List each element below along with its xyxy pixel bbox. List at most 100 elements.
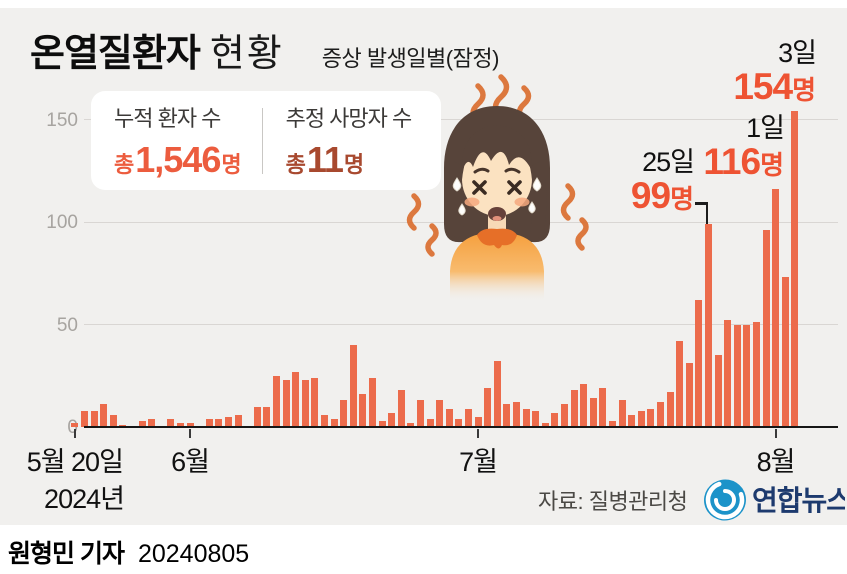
bar-day-49 xyxy=(541,422,549,427)
bar-day-22 xyxy=(282,379,290,427)
bar-day-36 xyxy=(416,400,424,427)
tongue xyxy=(492,216,502,221)
bar-day-34 xyxy=(397,390,405,427)
deaths-unit: 명 xyxy=(343,151,365,177)
y-tick-label-150: 150 xyxy=(46,109,78,131)
bar-day-42 xyxy=(474,416,482,427)
heat-wave-icons xyxy=(406,74,589,257)
bar-day-74 xyxy=(781,277,789,427)
annotation-aug1-unit: 명 xyxy=(760,149,784,180)
x-tick-label-0: 5월 20일 xyxy=(26,447,124,477)
eyebrows xyxy=(473,167,521,174)
bar-day-50 xyxy=(551,412,559,427)
bar-day-25 xyxy=(311,377,319,427)
bar-day-45 xyxy=(503,404,511,427)
reporter-credit: 원형민 기자 xyxy=(8,540,125,568)
deaths-value: 총 11 명 xyxy=(286,139,412,181)
page-subtitle: 증상 발생일별(잠정) xyxy=(321,46,500,71)
page-title-suffix: 현황 xyxy=(209,33,284,75)
bar-day-39 xyxy=(445,408,453,427)
hair-strand-right xyxy=(530,160,547,238)
sweat-drop-icons xyxy=(452,177,542,216)
patients-prefix: 총 xyxy=(114,151,135,177)
bar-day-66 xyxy=(704,224,712,427)
bar-day-62 xyxy=(666,392,674,427)
annotation-jul25-value: 99 xyxy=(630,174,671,216)
bar-day-46 xyxy=(512,402,520,427)
bar-day-47 xyxy=(522,408,530,427)
annotation-aug1-value: 116 xyxy=(703,140,761,182)
bar-day-44 xyxy=(493,361,501,427)
bar-day-75 xyxy=(791,111,799,427)
bar-day-4 xyxy=(109,414,117,427)
bar-day-69 xyxy=(733,324,741,427)
bar-day-51 xyxy=(560,404,568,427)
page-title: 온열질환자 xyxy=(30,33,201,75)
bar-day-31 xyxy=(368,377,376,427)
footer-bar: 원형민 기자 20240805 xyxy=(0,525,847,574)
bar-day-57 xyxy=(618,400,626,427)
annotation-aug3: 3일 154명 xyxy=(733,38,817,107)
blush-right xyxy=(514,197,530,207)
bar-day-60 xyxy=(647,408,655,427)
bar-day-16 xyxy=(224,416,232,427)
yonhap-globe-icon xyxy=(704,479,746,521)
bar-day-63 xyxy=(676,340,684,427)
annotation-jul25-date: 25일 xyxy=(642,147,695,177)
face xyxy=(462,142,532,216)
bar-series xyxy=(71,111,799,427)
y-tick-label-50: 50 xyxy=(56,314,78,336)
x-tick-12 xyxy=(189,429,191,438)
gridline-y150 xyxy=(84,119,838,120)
x-tick-label-73: 8월 xyxy=(756,447,796,477)
bar-day-68 xyxy=(724,320,732,427)
x-tick-label-12: 6월 xyxy=(171,447,210,477)
yonhap-logo: 연합뉴스 xyxy=(704,479,845,521)
bar-day-71 xyxy=(752,322,760,427)
annotation-aug3-date: 3일 xyxy=(778,38,817,68)
bar-day-19 xyxy=(253,406,261,427)
bar-day-70 xyxy=(743,324,751,427)
hair-bangs xyxy=(461,125,533,171)
deaths-number: 11 xyxy=(306,138,344,180)
bar-day-30 xyxy=(359,394,367,427)
shirt-collar xyxy=(477,228,517,249)
summary-divider xyxy=(261,107,263,174)
bar-day-11 xyxy=(176,422,184,427)
bar-day-24 xyxy=(301,379,309,427)
x-axis-year-label: 2024년 xyxy=(44,484,125,514)
credit-date: 20240805 xyxy=(137,540,250,568)
patients-value: 총 1,546 명 xyxy=(114,139,242,181)
patients-label: 누적 환자 수 xyxy=(114,105,221,131)
bar-day-41 xyxy=(464,408,472,427)
bar-day-23 xyxy=(292,371,300,427)
bar-day-38 xyxy=(436,400,444,427)
x-axis-baseline xyxy=(84,425,838,428)
x-eyes xyxy=(472,180,522,195)
y-tick-label-0: 0 xyxy=(67,417,78,438)
bar-day-3 xyxy=(100,404,108,427)
bar-day-55 xyxy=(599,388,607,427)
bar-day-15 xyxy=(215,418,223,427)
x-tick-label-42: 7월 xyxy=(459,447,498,477)
bar-day-54 xyxy=(589,398,597,427)
hair-strand-left xyxy=(447,160,464,238)
yonhap-swirl-inner-icon xyxy=(714,489,736,511)
bar-day-64 xyxy=(685,363,693,427)
bar-day-59 xyxy=(637,410,645,427)
bar-day-73 xyxy=(772,189,780,427)
annotation-aug1: 1일 116명 xyxy=(703,114,785,182)
annotation-jul25-leader-v xyxy=(705,202,708,224)
bar-day-72 xyxy=(762,230,770,427)
bar-day-58 xyxy=(628,414,636,427)
annotation-aug3-value: 154 xyxy=(733,65,793,107)
bar-day-48 xyxy=(532,410,540,427)
gridline-y50 xyxy=(84,324,838,325)
summary-patients: 누적 환자 수 총 1,546 명 xyxy=(91,101,262,181)
bar-day-67 xyxy=(714,355,722,427)
bar-day-17 xyxy=(234,414,242,427)
blush-left xyxy=(464,197,480,207)
source-label: 자료: 질병관리청 xyxy=(538,489,688,514)
patients-number: 1,546 xyxy=(135,138,221,180)
